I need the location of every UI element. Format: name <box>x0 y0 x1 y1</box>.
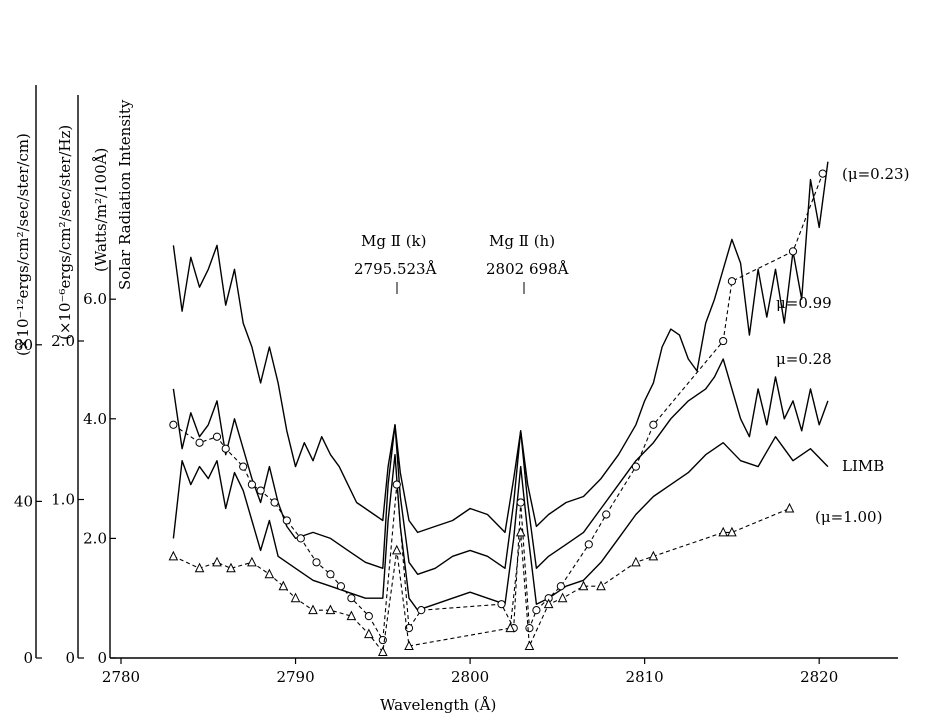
data-point-circle <box>649 420 658 429</box>
data-point-circle <box>788 247 798 256</box>
series-group <box>168 161 829 657</box>
data-point-circle <box>584 540 593 549</box>
data-point-circle <box>239 462 248 471</box>
data-point-triangle <box>194 562 205 573</box>
y-axis-3-label: (Watts/m²/100Å) <box>92 148 110 272</box>
y-tick-label: 6.0 <box>83 290 107 308</box>
data-point-circle <box>282 516 291 525</box>
x-tick-label: 2780 <box>102 668 140 686</box>
data-point-circle <box>631 462 641 471</box>
series-line-2 <box>172 436 829 611</box>
data-point-triangle <box>648 550 659 561</box>
x-tick-label: 2800 <box>451 668 489 686</box>
data-point-circle <box>404 624 414 633</box>
series-label-1: μ=0.28 <box>776 350 832 368</box>
data-point-triangle <box>346 610 357 621</box>
data-point-circle <box>169 420 178 429</box>
data-point-triangle <box>226 562 236 573</box>
series-line-0 <box>172 161 829 534</box>
y-tick-label: 0 <box>65 649 75 667</box>
y-axis-2-label: (×10⁻⁶ergs/cm²/sec/ster/Hz) <box>56 125 74 340</box>
y-tick-label: 4.0 <box>83 410 107 428</box>
data-point-circle <box>221 444 230 453</box>
y-tick-label: 80 <box>14 336 33 354</box>
data-point-triangle <box>727 526 737 537</box>
data-point-triangle <box>278 580 289 591</box>
data-point-circle <box>378 635 387 645</box>
mg-h-label-line1: Mg Ⅱ (h) <box>489 232 555 250</box>
data-point-triangle <box>578 580 589 591</box>
data-point-circle <box>525 624 534 633</box>
data-point-triangle <box>524 640 535 651</box>
data-point-circle <box>364 612 373 621</box>
mg-k-label-line2: 2795.523Å <box>354 260 437 278</box>
data-point-circle <box>212 432 222 441</box>
x-tick-label: 2790 <box>276 668 314 686</box>
data-point-triangle <box>505 622 516 633</box>
series-label-4: (μ=0.23) <box>842 165 909 183</box>
ticks: 2780 2790 2800 2810 2820 0 40 80 0 1.0 2.0 0 2.0 4.0 6… <box>14 290 838 686</box>
series-label-2: LIMB <box>842 457 884 475</box>
data-point-circle <box>392 480 401 489</box>
data-point-circle <box>727 277 737 286</box>
data-point-circle <box>516 498 525 507</box>
data-point-circle <box>296 534 305 543</box>
data-point-circle <box>347 594 356 603</box>
series-label-0: μ=0.99 <box>776 294 832 312</box>
data-point-triangle <box>784 502 795 513</box>
data-point-circle <box>256 486 265 495</box>
mg-h-label-line2: 2802 698Å <box>486 260 569 278</box>
data-point-circle <box>719 336 728 346</box>
series-line-4 <box>173 507 790 653</box>
data-point-circle <box>312 558 321 567</box>
data-point-circle <box>326 570 335 579</box>
data-point-triangle <box>308 604 318 615</box>
series-labels: μ=0.99 μ=0.28 LIMB (μ=1.00) (μ=0.23) <box>776 165 909 526</box>
data-point-triangle <box>515 526 526 537</box>
data-point-triangle <box>325 604 336 615</box>
y-tick-label: 2.0 <box>51 332 75 350</box>
data-point-triangle <box>543 598 554 609</box>
y-axis-1-label: (×10⁻¹²ergs/cm²/sec/ster/cm) <box>14 133 32 356</box>
y-tick-label: 1.0 <box>51 491 75 509</box>
mg-k-label-line1: Mg Ⅱ (k) <box>361 232 427 250</box>
x-axis-label: Wavelength (Å) <box>380 696 496 714</box>
data-point-triangle <box>596 580 606 591</box>
y-axis-4-label: Solar Radiation Intensity <box>116 99 134 290</box>
data-point-triangle <box>264 568 275 579</box>
data-point-triangle <box>247 556 257 567</box>
data-point-circle <box>556 582 565 591</box>
data-point-triangle <box>391 544 402 555</box>
data-point-circle <box>818 169 827 178</box>
data-point-circle <box>532 606 541 615</box>
data-point-triangle <box>718 526 728 537</box>
data-point-triangle <box>212 556 222 567</box>
data-point-triangle <box>404 640 414 651</box>
data-point-circle <box>497 600 506 609</box>
series-label-3: (μ=1.00) <box>815 508 882 526</box>
data-point-circle <box>195 438 204 447</box>
y-tick-label: 0 <box>97 649 107 667</box>
y-tick-label: 2.0 <box>83 529 107 547</box>
y-tick-label: 0 <box>23 649 33 667</box>
series-line-1 <box>172 358 829 575</box>
data-point-triangle <box>168 550 179 561</box>
y-tick-label: 40 <box>14 492 33 510</box>
data-point-triangle <box>631 556 641 567</box>
data-point-triangle <box>290 592 301 603</box>
data-point-circle <box>270 498 279 507</box>
series-line-3 <box>173 173 824 641</box>
data-point-triangle <box>364 628 374 639</box>
data-point-circle <box>247 480 257 489</box>
x-tick-label: 2810 <box>626 668 664 686</box>
x-tick-label: 2820 <box>800 668 838 686</box>
data-point-circle <box>602 510 611 519</box>
data-point-circle <box>336 582 346 591</box>
data-point-triangle <box>378 646 388 657</box>
data-point-triangle <box>557 592 568 603</box>
data-point-circle <box>417 606 426 615</box>
